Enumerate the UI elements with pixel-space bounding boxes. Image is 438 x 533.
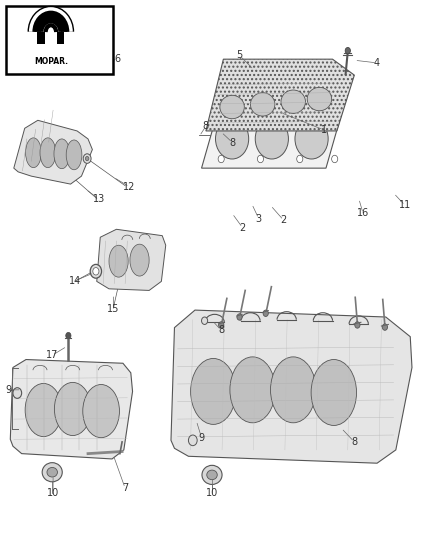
- Circle shape: [219, 322, 224, 328]
- Circle shape: [83, 154, 91, 164]
- Polygon shape: [35, 13, 67, 32]
- Circle shape: [13, 387, 21, 398]
- Ellipse shape: [83, 384, 120, 438]
- Ellipse shape: [54, 382, 91, 435]
- Ellipse shape: [230, 357, 276, 423]
- Ellipse shape: [271, 357, 316, 423]
- Text: 1: 1: [321, 125, 327, 135]
- Polygon shape: [97, 229, 166, 290]
- Ellipse shape: [202, 465, 222, 484]
- Text: 10: 10: [206, 489, 219, 498]
- Circle shape: [237, 314, 242, 320]
- Ellipse shape: [42, 463, 62, 482]
- Text: 3: 3: [256, 214, 262, 224]
- Ellipse shape: [25, 383, 62, 437]
- Text: 17: 17: [46, 350, 58, 360]
- Circle shape: [201, 317, 208, 325]
- Ellipse shape: [220, 95, 244, 119]
- Polygon shape: [206, 59, 354, 131]
- Circle shape: [332, 155, 338, 163]
- Text: 7: 7: [122, 483, 128, 493]
- Polygon shape: [201, 107, 343, 168]
- Ellipse shape: [25, 138, 41, 167]
- Ellipse shape: [295, 119, 328, 159]
- Text: 9: 9: [198, 433, 205, 443]
- Ellipse shape: [207, 470, 217, 480]
- Text: 2: 2: [280, 215, 287, 225]
- Polygon shape: [11, 360, 133, 459]
- Ellipse shape: [109, 245, 128, 277]
- Text: 4: 4: [374, 58, 380, 68]
- Polygon shape: [171, 310, 412, 463]
- Circle shape: [355, 322, 360, 328]
- Circle shape: [218, 155, 224, 163]
- Text: 8: 8: [230, 138, 236, 148]
- Circle shape: [345, 47, 350, 54]
- Text: MOPAR.: MOPAR.: [34, 58, 68, 66]
- Ellipse shape: [311, 360, 357, 425]
- Ellipse shape: [66, 140, 82, 169]
- Text: 15: 15: [107, 304, 120, 314]
- Text: 12: 12: [124, 182, 136, 192]
- Text: 8: 8: [203, 121, 209, 131]
- Circle shape: [258, 155, 264, 163]
- Text: 16: 16: [357, 208, 369, 219]
- Circle shape: [188, 435, 197, 446]
- Ellipse shape: [255, 119, 288, 159]
- Circle shape: [263, 310, 268, 317]
- Text: 6: 6: [115, 54, 121, 64]
- Text: 8: 8: [218, 325, 224, 335]
- Text: 11: 11: [399, 200, 411, 211]
- Ellipse shape: [215, 119, 249, 159]
- Ellipse shape: [281, 90, 305, 114]
- Text: 13: 13: [93, 194, 105, 204]
- Circle shape: [382, 324, 388, 330]
- Bar: [37, 32, 45, 44]
- Ellipse shape: [251, 93, 275, 116]
- Text: 14: 14: [69, 276, 81, 286]
- Circle shape: [66, 333, 71, 339]
- Ellipse shape: [130, 244, 149, 276]
- Bar: [57, 32, 64, 44]
- Ellipse shape: [307, 87, 332, 111]
- Text: 5: 5: [237, 51, 243, 60]
- Ellipse shape: [40, 138, 56, 167]
- Text: 2: 2: [240, 223, 246, 233]
- Ellipse shape: [191, 359, 236, 424]
- Ellipse shape: [54, 139, 70, 168]
- Text: 8: 8: [351, 437, 357, 447]
- Circle shape: [85, 157, 89, 161]
- Circle shape: [297, 155, 303, 163]
- Circle shape: [90, 264, 102, 278]
- Bar: [6, 6, 113, 74]
- Circle shape: [93, 268, 99, 275]
- Ellipse shape: [47, 467, 57, 477]
- Polygon shape: [14, 120, 92, 184]
- Text: 10: 10: [47, 489, 59, 498]
- Text: 9: 9: [6, 385, 12, 395]
